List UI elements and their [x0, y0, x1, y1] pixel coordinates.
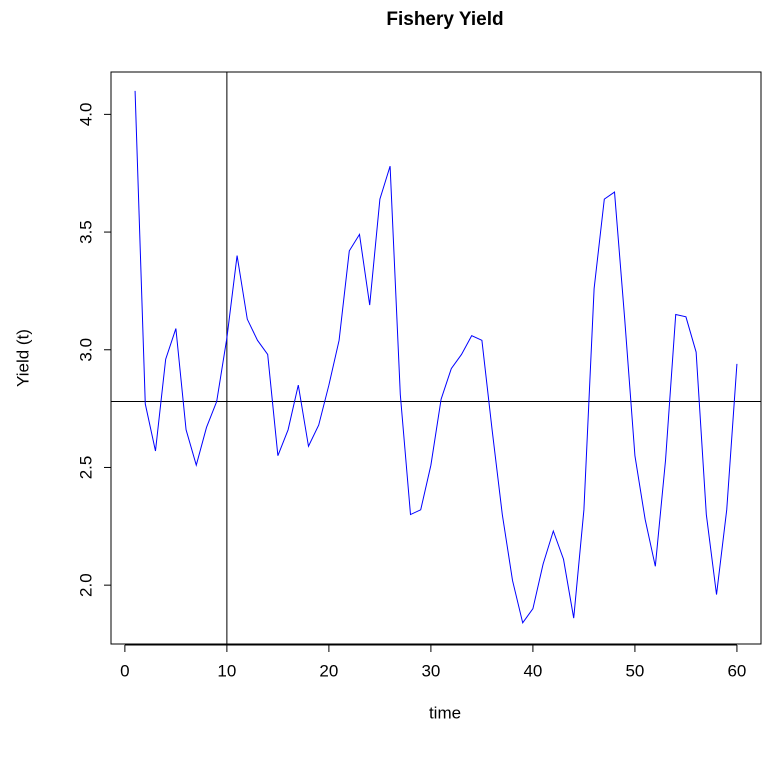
y-axis-label: Yield (t)	[13, 329, 32, 387]
x-tick-label: 30	[421, 661, 440, 680]
chart-title: Fishery Yield	[386, 9, 503, 30]
x-tick-label: 0	[120, 661, 129, 680]
x-tick-label: 40	[523, 661, 542, 680]
x-axis-label: time	[429, 703, 461, 722]
data-line	[134, 90, 738, 624]
y-tick-label: 4.0	[76, 103, 95, 127]
x-tick-label: 60	[727, 661, 746, 680]
y-tick-label: 2.5	[76, 456, 95, 480]
y-tick-label: 2.0	[76, 573, 95, 597]
x-tick-label: 50	[625, 661, 644, 680]
y-tick-label: 3.5	[76, 220, 95, 244]
plot-box	[110, 71, 762, 645]
x-tick-label: 10	[217, 661, 236, 680]
x-tick-label: 20	[319, 661, 338, 680]
y-tick-label: 3.0	[76, 338, 95, 362]
